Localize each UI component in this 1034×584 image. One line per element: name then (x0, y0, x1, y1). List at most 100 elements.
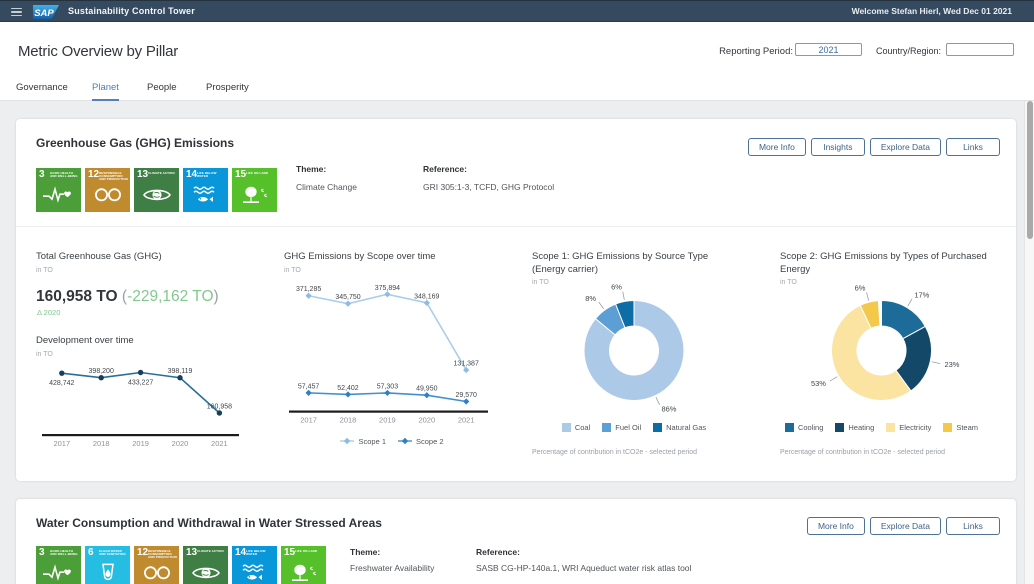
page-header: Metric Overview by Pillar Reporting Peri… (0, 22, 1034, 101)
infinity-loop-icon (94, 187, 121, 201)
ghg-emissions-card: Greenhouse Gas (GHG) Emissions More Info… (16, 119, 1016, 481)
sdg-12-icon: 12 Responsible Consumption and Production (85, 168, 130, 212)
sdg-6-icon: 6 Clean Water and Sanitation (85, 546, 130, 584)
shell-bar: SAP Sustainability Control Tower Welcome… (0, 0, 1034, 22)
reference-label: Reference: (476, 547, 520, 557)
heartbeat-heart-icon (42, 185, 71, 203)
menu-button[interactable] (9, 5, 24, 19)
kpi-value: 160,958 TO (36, 288, 118, 305)
tab-planet[interactable]: Planet (92, 82, 119, 101)
legend-item-cooling[interactable]: Cooling (784, 423, 823, 432)
sdg-3-icon: 3 Good Health and Well-Being (36, 546, 81, 584)
explore-data-button[interactable]: Explore Data (869, 138, 941, 156)
svg-text:86%: 86% (661, 404, 676, 413)
sdg-15-icon: 15 Life on Land (232, 168, 277, 212)
legend-item-steam[interactable]: Steam (943, 423, 978, 432)
svg-text:160,958: 160,958 (207, 404, 232, 411)
svg-text:398,119: 398,119 (168, 368, 193, 375)
theme-label: Theme: (350, 547, 381, 557)
legend-swatch (602, 423, 612, 432)
reporting-period-label: Reporting Period: (719, 46, 793, 57)
more-info-button[interactable]: More Info (806, 517, 865, 535)
country-region-input[interactable] (946, 43, 1014, 56)
links-button[interactable]: Links (946, 517, 1000, 535)
scrollbar-thumb[interactable] (1027, 101, 1033, 239)
card-actions: More Info Insights Explore Data Links (747, 138, 1000, 156)
line-marker-icon (340, 437, 355, 445)
scope-line-chart: 2017 2018 2019 2020 2021 371,285 345,750 375,89… (289, 285, 488, 425)
page-title: Metric Overview by Pillar (18, 43, 179, 60)
legend-item-coal[interactable]: Coal (561, 423, 590, 432)
legend-item-natural-gas[interactable]: Natural Gas (653, 423, 706, 432)
sap-logo[interactable]: SAP (33, 4, 59, 19)
reference-label: Reference: (423, 164, 467, 174)
svg-text:SAP: SAP (34, 7, 54, 18)
scope2-donut-legend: Cooling Heating Electricity Steam (780, 423, 983, 432)
svg-text:6%: 6% (855, 284, 866, 293)
legend-item-scope-1[interactable]: Scope 1 (340, 437, 386, 446)
hamburger-menu-icon (11, 6, 22, 18)
links-button[interactable]: Links (946, 138, 1000, 156)
unit-caption: in TO (780, 278, 797, 286)
tree-icon (291, 564, 316, 581)
svg-text:8%: 8% (585, 294, 596, 303)
unit-caption: in TO (532, 278, 549, 286)
svg-text:2018: 2018 (93, 439, 110, 448)
svg-text:2017: 2017 (300, 416, 317, 425)
vertical-scrollbar[interactable] (1024, 101, 1034, 584)
infinity-loop-icon (143, 565, 170, 579)
tab-governance[interactable]: Governance (16, 82, 68, 93)
svg-text:17%: 17% (914, 290, 929, 299)
fish-waves-icon (193, 186, 214, 202)
scope-chart-legend: Scope 1 Scope 2 (284, 437, 500, 446)
explore-data-button[interactable]: Explore Data (869, 517, 941, 535)
line-marker-icon (398, 437, 412, 445)
svg-text:57,303: 57,303 (377, 383, 399, 390)
scope1-donut-legend: Coal Fuel Oil Natural Gas (532, 423, 736, 432)
svg-text:2020: 2020 (418, 416, 435, 425)
reference-value: GRI 305:1-3, TCFD, GHG Protocol (423, 182, 555, 192)
sdg-icon-row: 3 Good Health and Well-Being 12 Responsible… (36, 168, 277, 212)
tab-prosperity[interactable]: Prosperity (206, 82, 249, 93)
svg-text:345,750: 345,750 (335, 294, 360, 301)
legend-swatch (835, 423, 845, 432)
unit-caption: in TO (36, 351, 53, 358)
water-glass-drop-icon (101, 563, 114, 580)
svg-text:2021: 2021 (458, 416, 475, 425)
sdg-14-icon: 14 Life Below Water (232, 546, 277, 584)
water-consumption-card: Water Consumption and Withdrawal in Wate… (16, 499, 1016, 584)
svg-text:29,570: 29,570 (455, 392, 477, 399)
insights-button[interactable]: Insights (810, 138, 865, 156)
sdg-13-icon: 13 Climate Action (183, 546, 228, 584)
kpi-paren-open: ( (121, 288, 128, 305)
development-line-chart: 2017 2018 2019 2020 2021 428,742 398,200 433,22… (42, 368, 239, 448)
svg-text:371,285: 371,285 (296, 286, 321, 293)
svg-text:2017: 2017 (53, 439, 70, 448)
legend-swatch (784, 423, 794, 432)
sdg-14-icon: 14 Life Below Water (183, 168, 228, 212)
tree-icon (242, 186, 267, 203)
svg-text:23%: 23% (944, 360, 959, 369)
svg-text:2021: 2021 (211, 439, 228, 448)
theme-label: Theme: (296, 164, 327, 174)
legend-item-electricity[interactable]: Electricity (886, 423, 931, 432)
content-area: Greenhouse Gas (GHG) Emissions More Info… (0, 101, 1024, 584)
tab-people[interactable]: People (147, 82, 177, 93)
reporting-period-input[interactable] (795, 43, 862, 56)
svg-text:131,387: 131,387 (454, 360, 479, 367)
panel-title-scope-chart: GHG Emissions by Scope over time (284, 251, 436, 262)
legend-item-scope-2[interactable]: Scope 2 (398, 437, 444, 446)
svg-text:6%: 6% (611, 283, 622, 292)
eye-globe-icon (142, 189, 171, 200)
kpi-total-ghg: 160,958 TO (-229,162 TO) (36, 288, 219, 306)
heartbeat-heart-icon (42, 563, 71, 581)
fish-waves-icon (242, 564, 263, 580)
legend-item-fuel-oil[interactable]: Fuel Oil (602, 423, 641, 432)
kpi-delta: -229,162 TO (127, 288, 214, 305)
kpi-delta-caption: Δ 2020 (37, 308, 61, 317)
shell-title: Sustainability Control Tower (68, 6, 195, 16)
legend-swatch (653, 423, 663, 432)
legend-item-heating[interactable]: Heating (835, 423, 874, 432)
more-info-button[interactable]: More Info (747, 138, 806, 156)
